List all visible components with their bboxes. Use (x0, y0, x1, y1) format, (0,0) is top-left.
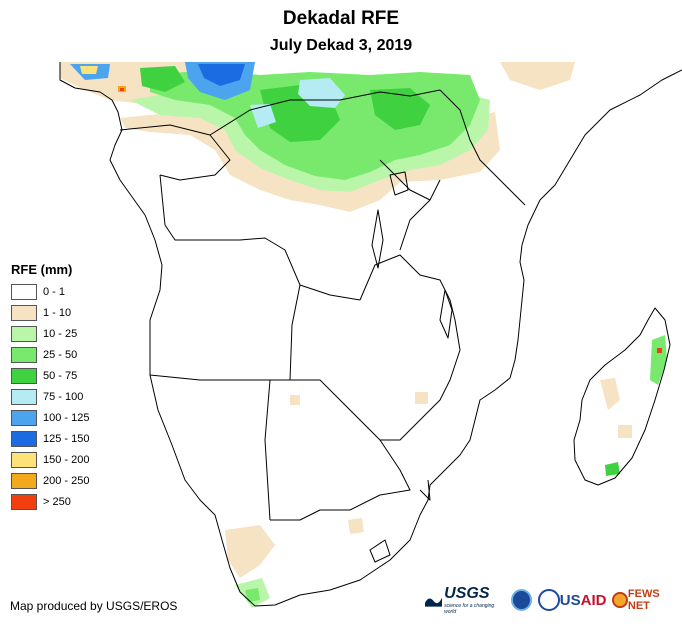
legend-label: 100 - 125 (43, 412, 90, 425)
rain-central-spot (348, 518, 364, 534)
legend-item: 100 - 125 (11, 408, 131, 429)
continent-outline (59, 62, 682, 607)
legend-label: 1 - 10 (43, 306, 72, 319)
logo-bar: USGS science for a changing world USAID … (425, 585, 682, 615)
fewsnet-globe-icon (612, 592, 628, 608)
rain-75-100-b (250, 104, 276, 128)
legend-item: 200 - 250 (11, 471, 131, 492)
usaid-logo: USAID (537, 589, 607, 611)
border-3 (159, 174, 361, 301)
usgs-tagline: science for a changing world (444, 603, 495, 615)
madagascar-outline (573, 307, 671, 486)
legend-item: 75 - 100 (11, 386, 131, 407)
rain-150-200 (80, 66, 98, 74)
legend-label: 0 - 1 (43, 285, 66, 298)
legend-item: 1 - 10 (11, 302, 131, 323)
border-13 (419, 479, 431, 501)
rainfall-field (60, 62, 667, 608)
rain-madagascar-spot (618, 425, 632, 438)
map-title: Dekadal RFE (282, 8, 400, 29)
rain-madagascar-red (657, 348, 662, 353)
rain-south-africa-green (245, 588, 260, 602)
usgs-wave-icon (425, 597, 443, 607)
usaid-wordmark: USAID (559, 591, 607, 609)
usgs-logo: USGS science for a changing world (425, 585, 505, 615)
borders (59, 62, 682, 607)
border-10 (379, 159, 431, 201)
legend-label: 50 - 75 (43, 369, 78, 382)
legend-label: 75 - 100 (43, 391, 84, 404)
legend-label: > 250 (43, 496, 71, 509)
legend-label: 125 - 150 (43, 433, 90, 446)
rain-south-africa-1-10 (225, 525, 275, 578)
legend-swatch (11, 283, 37, 300)
legend-item: 125 - 150 (11, 429, 131, 450)
legend-item: 50 - 75 (11, 365, 131, 386)
border-5 (149, 374, 270, 381)
border-1 (119, 124, 231, 181)
legend: RFE (mm) 0 - 1 1 - 10 10 - 25 25 - 50 50… (11, 262, 131, 513)
legend-item: 150 - 200 (11, 450, 131, 471)
rain-madagascar-green (605, 462, 620, 476)
lake-victoria (389, 171, 409, 196)
rain-1-10-northeast (500, 62, 575, 90)
usaid-seal-icon (537, 589, 560, 611)
legend-item: 0 - 1 (11, 281, 131, 302)
lake-malawi (439, 289, 453, 339)
legend-title: RFE (mm) (11, 262, 73, 277)
legend-label: 200 - 250 (43, 475, 90, 488)
lake-tanganyika (371, 209, 384, 269)
rain-east-spot (415, 392, 428, 404)
legend-swatch (11, 473, 37, 490)
legend-swatch (11, 389, 37, 406)
rain-madagascar-east (650, 335, 667, 385)
border-6 (359, 254, 456, 321)
legend-swatch (11, 452, 37, 469)
legend-item: 25 - 50 (11, 344, 131, 365)
usgs-wordmark: USGS science for a changing world (444, 585, 504, 615)
legend-label: 150 - 200 (43, 454, 90, 467)
rain-50-75-c (140, 66, 185, 92)
fewsnet-logo: FEWS NET (612, 588, 682, 612)
legend-label: 25 - 50 (43, 348, 78, 361)
border-4 (264, 284, 301, 521)
legend-swatch (11, 367, 37, 384)
border-12 (369, 539, 391, 563)
legend-item: 10 - 25 (11, 323, 131, 344)
noaa-seal-icon (510, 589, 532, 611)
rain-125-150 (198, 64, 245, 86)
legend-item: > 250 (11, 492, 131, 513)
fewsnet-wordmark: FEWS NET (627, 588, 660, 612)
border-11 (439, 89, 526, 206)
border-9 (399, 179, 441, 251)
legend-swatch (11, 304, 37, 321)
map-credit: Map produced by USGS/EROS (10, 599, 178, 613)
map-subtitle: July Dekad 3, 2019 (269, 37, 413, 54)
legend-swatch (11, 346, 37, 363)
rain-gt-250 (120, 88, 124, 91)
legend-swatch (11, 410, 37, 427)
rain-south-africa-spot (290, 395, 300, 405)
legend-swatch (11, 431, 37, 448)
border-2 (209, 89, 441, 136)
legend-swatch (11, 494, 37, 511)
rain-50-75-b (370, 88, 430, 130)
legend-swatch (11, 325, 37, 342)
rain-madagascar-south (600, 378, 620, 410)
border-7 (290, 319, 461, 441)
border-8 (270, 439, 411, 521)
legend-label: 10 - 25 (43, 327, 78, 340)
